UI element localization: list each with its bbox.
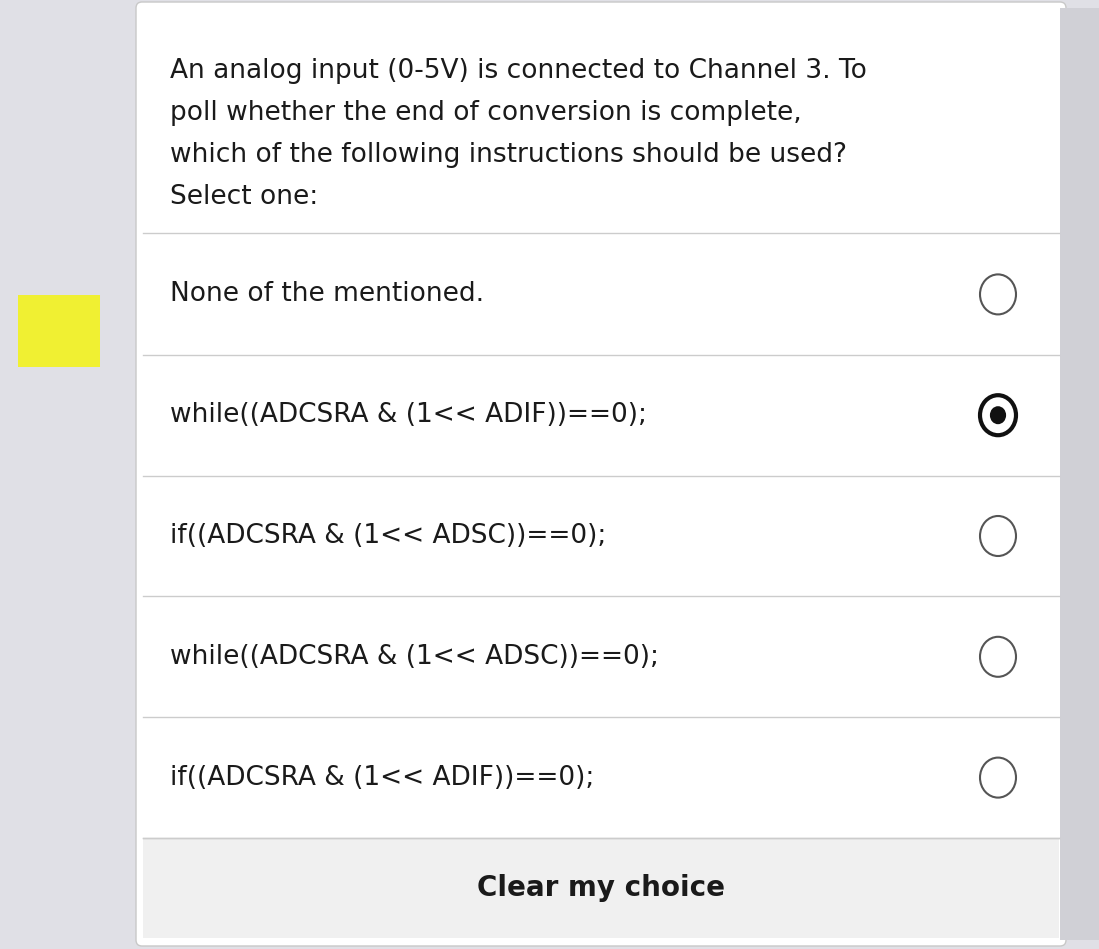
Bar (1061, 8, 1099, 940)
Text: if((ADCSRA & (1<< ADIF))==0);: if((ADCSRA & (1<< ADIF))==0); (170, 765, 595, 791)
Bar (143, 838, 1059, 938)
Text: Select one:: Select one: (170, 184, 319, 210)
FancyBboxPatch shape (136, 2, 1066, 946)
Text: Clear my choice: Clear my choice (477, 874, 725, 902)
Ellipse shape (980, 516, 1015, 556)
Text: poll whether the end of conversion is complete,: poll whether the end of conversion is co… (170, 100, 802, 126)
Ellipse shape (980, 637, 1015, 677)
Ellipse shape (990, 406, 1006, 424)
Text: An analog input (0-5V) is connected to Channel 3. To: An analog input (0-5V) is connected to C… (170, 58, 867, 84)
Ellipse shape (980, 757, 1015, 797)
Text: which of the following instructions should be used?: which of the following instructions shou… (170, 142, 847, 168)
Bar (18, 295, 100, 367)
Ellipse shape (980, 274, 1015, 314)
Text: if((ADCSRA & (1<< ADSC))==0);: if((ADCSRA & (1<< ADSC))==0); (170, 523, 607, 549)
Text: while((ADCSRA & (1<< ADSC))==0);: while((ADCSRA & (1<< ADSC))==0); (170, 643, 659, 670)
Text: while((ADCSRA & (1<< ADIF))==0);: while((ADCSRA & (1<< ADIF))==0); (170, 402, 647, 428)
Ellipse shape (980, 395, 1015, 436)
Text: None of the mentioned.: None of the mentioned. (170, 282, 485, 307)
